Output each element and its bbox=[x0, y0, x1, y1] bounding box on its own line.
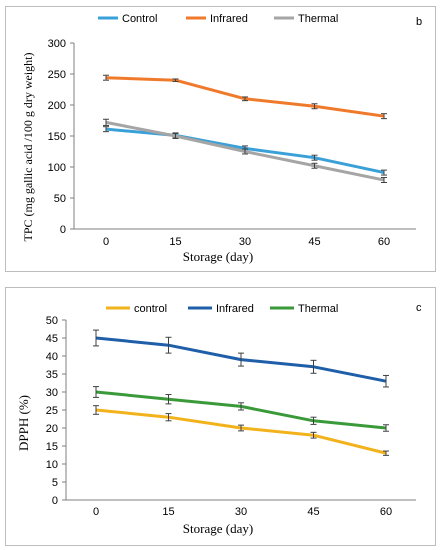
legend: control Infrared Thermal bbox=[106, 303, 338, 315]
y-tick-label: 0 bbox=[60, 224, 66, 236]
y-tick-label: 40 bbox=[46, 351, 58, 363]
y-tick-label: 50 bbox=[46, 315, 58, 327]
x-tick-label: 0 bbox=[103, 236, 109, 248]
x-tick-label: 30 bbox=[239, 236, 251, 248]
y-tick-label: 15 bbox=[46, 441, 58, 453]
series-group bbox=[93, 329, 389, 456]
y-tick-label: 150 bbox=[48, 131, 66, 143]
tpc-chart-svg: Control Infrared Thermal b 050100150200250… bbox=[21, 13, 422, 264]
y-tick-label: 30 bbox=[46, 387, 58, 399]
series-line-control bbox=[95, 408, 387, 455]
legend: Control Infrared Thermal bbox=[98, 13, 338, 25]
y-tick-label: 250 bbox=[48, 69, 66, 81]
x-tick-label: 15 bbox=[162, 506, 174, 518]
y-tick-label: 50 bbox=[54, 193, 66, 205]
x-axis-title: Storage (day) bbox=[183, 521, 253, 536]
y-tick-label: 10 bbox=[46, 459, 58, 471]
y-tick-label: 300 bbox=[48, 38, 66, 50]
y-tick-label: 35 bbox=[46, 369, 58, 381]
y-axis-title: DPPH (%) bbox=[16, 395, 31, 451]
panel-label: b bbox=[416, 16, 422, 28]
y-tick-label: 5 bbox=[52, 477, 58, 489]
x-tick-label: 15 bbox=[169, 236, 181, 248]
dpph-chart-svg: control Infrared Thermal c 0 5 10 15 20 25 30 35 4… bbox=[16, 302, 422, 536]
x-tick-label: 30 bbox=[235, 506, 247, 518]
x-tick-label: 0 bbox=[93, 506, 99, 518]
legend-entry: Infrared bbox=[210, 13, 248, 25]
legend-entry: Control bbox=[122, 13, 157, 25]
legend-entry: control bbox=[134, 303, 167, 315]
axes: 0 50 100 150 200 250 300 0 15 30 45 60 bbox=[48, 38, 416, 248]
legend-entry: Thermal bbox=[298, 13, 338, 25]
x-tick-label: 45 bbox=[308, 236, 320, 248]
x-tick-label: 60 bbox=[378, 236, 390, 248]
legend-entry: Infrared bbox=[216, 303, 254, 315]
y-tick-label: 45 bbox=[46, 333, 58, 345]
x-tick-label: 45 bbox=[307, 506, 319, 518]
chart-panel-tpc: Control Infrared Thermal b 0 50 100 150 200 250… bbox=[5, 6, 436, 272]
y-tick-label: 25 bbox=[46, 405, 58, 417]
panel-label: c bbox=[416, 302, 422, 314]
series-group bbox=[103, 74, 387, 183]
legend-entry: Thermal bbox=[298, 303, 338, 315]
x-axis-title: Storage (day) bbox=[183, 249, 253, 264]
x-tick-label: 60 bbox=[380, 506, 392, 518]
y-tick-label: 20 bbox=[46, 423, 58, 435]
chart-panel-dpph: control Infrared Thermal c 0 5 10 15 20 25 30 35 4… bbox=[5, 287, 436, 546]
axes: 0 5 10 15 20 25 30 35 40 45 50 0 15 30 45 60 bbox=[46, 315, 416, 518]
y-tick-label: 200 bbox=[48, 100, 66, 112]
y-axis-title: TPC (mg gallic acid /100 g dry weight) bbox=[21, 53, 35, 242]
y-tick-label: 100 bbox=[48, 162, 66, 174]
y-tick-label: 0 bbox=[52, 495, 58, 507]
